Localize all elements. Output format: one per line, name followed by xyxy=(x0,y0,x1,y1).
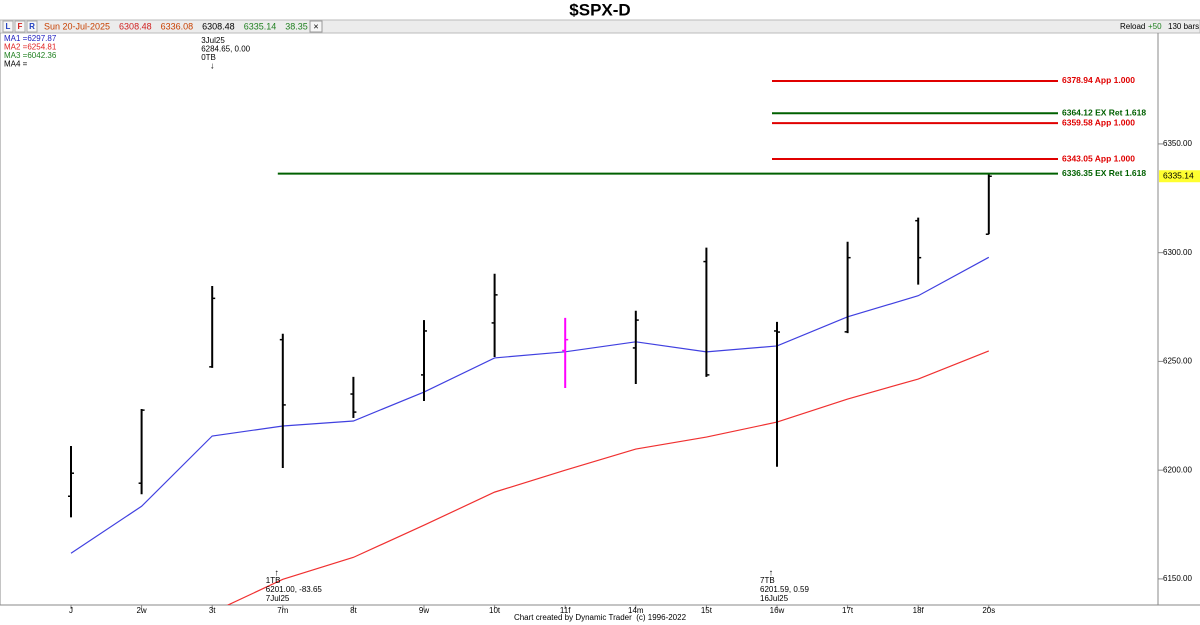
toolbar-info: 6308.48 xyxy=(202,21,235,31)
toolbar-button[interactable] xyxy=(14,20,26,33)
y-tick-label: 6150.00 xyxy=(1163,574,1192,583)
annotation-text: 7Jul25 xyxy=(266,594,290,603)
x-tick-label: 15t xyxy=(701,606,713,615)
level-label: 6364.12 EX Ret 1.618 xyxy=(1062,107,1146,117)
x-tick-label: 16w xyxy=(770,606,785,615)
toolbar-info: 6336.08 xyxy=(161,21,194,31)
y-tick-label: 6250.00 xyxy=(1163,357,1192,366)
close-button[interactable] xyxy=(309,20,323,33)
x-tick-label: 7m xyxy=(277,606,288,615)
toolbar-right[interactable]: Reload xyxy=(1120,22,1145,31)
x-tick-label: 14m xyxy=(628,606,644,615)
level-label: 6378.94 App 1.000 xyxy=(1062,75,1135,85)
toolbar-button[interactable] xyxy=(2,20,14,33)
y-tick-label: 6300.00 xyxy=(1163,248,1192,257)
x-tick-label: 2w xyxy=(136,606,146,615)
x-tick-label: 10t xyxy=(489,606,501,615)
x-tick-label: 20s xyxy=(982,606,995,615)
toolbar-button-label: R xyxy=(29,22,35,31)
toolbar-button-label: L xyxy=(6,22,11,31)
annotation-text: 6201.59, 0.59 xyxy=(760,585,809,594)
chart-title: $SPX-D xyxy=(569,0,630,19)
y-tick-label: 6200.00 xyxy=(1163,465,1192,474)
annotation-text: 3Jul25 xyxy=(201,36,225,45)
ma-line xyxy=(226,350,990,605)
last-price-box xyxy=(1159,170,1200,183)
ma-label: MA2 =6254.81 xyxy=(4,43,57,52)
last-price-label: 6335.14 xyxy=(1163,170,1194,180)
y-tick-label: 6350.00 xyxy=(1163,139,1192,148)
x-tick-label: 3t xyxy=(209,606,216,615)
ma-line xyxy=(70,256,990,554)
toolbar xyxy=(0,19,1200,34)
x-tick-label: J xyxy=(69,606,73,615)
x-tick-label: 17t xyxy=(842,606,854,615)
toolbar-button[interactable] xyxy=(26,20,38,33)
close-icon: × xyxy=(313,21,318,31)
toolbar-right: 130 bars xyxy=(1168,22,1199,31)
toolbar-info: 38.35 xyxy=(285,21,308,31)
toolbar-info: 6335.14 xyxy=(244,21,277,31)
ma-label: MA4 = xyxy=(4,60,28,69)
credit: Chart created by Dynamic Trader (c) 1996… xyxy=(514,613,687,622)
level-label: 6343.05 App 1.000 xyxy=(1062,153,1135,163)
annotation-arrow: ↑ xyxy=(275,567,280,577)
toolbar-info: Sun 20-Jul-2025 xyxy=(44,21,110,31)
toolbar-info: 6308.48 xyxy=(119,21,152,31)
annotation-arrow: ↓ xyxy=(210,60,215,70)
annotation-text: 6284.65, 0.00 xyxy=(201,45,250,54)
annotation-text: 16Jul25 xyxy=(760,594,789,603)
toolbar-button-label: F xyxy=(18,22,23,31)
annotation-arrow: ↑ xyxy=(769,567,774,577)
level-label: 6359.58 App 1.000 xyxy=(1062,117,1135,127)
x-tick-label: 8t xyxy=(350,606,357,615)
annotation-text: 1TB xyxy=(266,576,281,585)
toolbar-right: +50 xyxy=(1148,22,1162,31)
x-tick-label: 18f xyxy=(913,606,925,615)
x-tick-label: 9w xyxy=(419,606,429,615)
ma-label: MA1 =6297.87 xyxy=(4,34,57,43)
annotation-text: 0TB xyxy=(201,53,216,62)
plot xyxy=(68,174,992,605)
annotation-text: 7TB xyxy=(760,576,775,585)
level-label: 6336.35 EX Ret 1.618 xyxy=(1062,168,1146,178)
ma-label: MA3 =6042.36 xyxy=(4,51,57,60)
annotation-text: 6201.00, -83.65 xyxy=(266,585,323,594)
x-tick-label: 11f xyxy=(560,606,571,615)
